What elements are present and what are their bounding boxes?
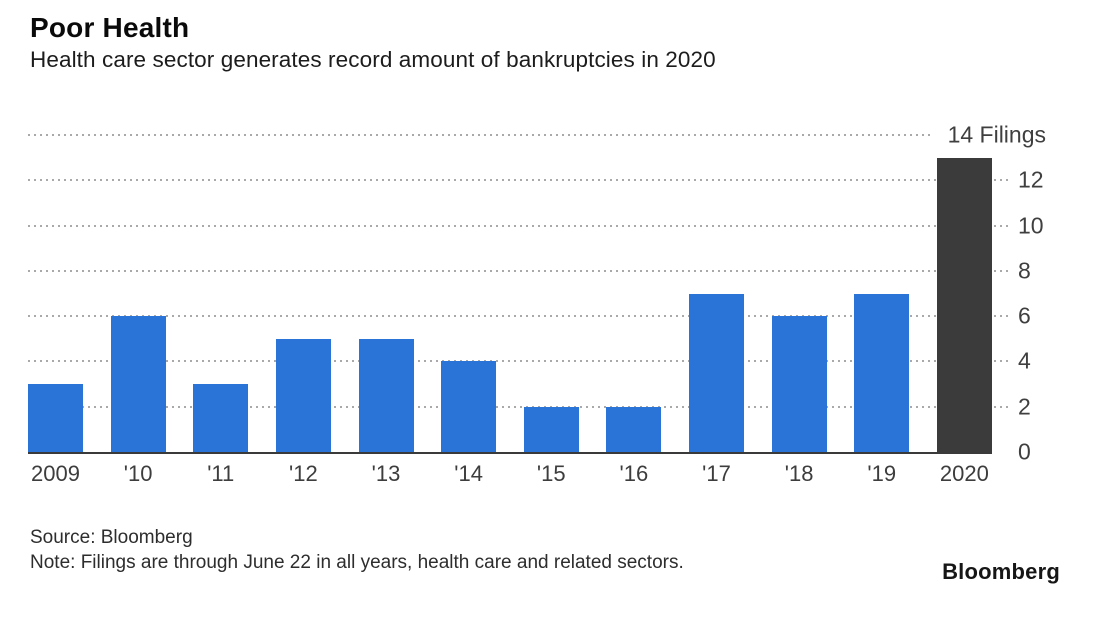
x-tick-2020: 2020: [939, 461, 989, 486]
gridline-4: [28, 360, 1008, 363]
x-tick-13: '13: [371, 461, 401, 486]
x-tick-10: '10: [123, 461, 153, 486]
x-tick-15: '15: [536, 461, 566, 486]
bloomberg-logo: Bloomberg: [942, 559, 1060, 584]
x-tick-2009: 2009: [31, 461, 80, 486]
x-tick-17: '17: [702, 461, 731, 486]
x-tick-14: '14: [454, 461, 483, 486]
gridline-8: [28, 269, 1008, 272]
bar-11: [193, 384, 249, 452]
gridline-6: [28, 315, 1008, 318]
source-text: Source: Bloomberg: [30, 527, 193, 548]
gridlines-layer: [28, 134, 1008, 452]
bar-15: [523, 406, 579, 452]
bar-2020: [936, 157, 992, 452]
x-tick-16: '16: [619, 461, 649, 486]
bar-14: [441, 361, 497, 452]
bar-19: [854, 293, 910, 452]
note-text: Note: Filings are through June 22 in all…: [30, 552, 684, 573]
gridline-2: [28, 405, 1008, 408]
x-tick-12: '12: [289, 461, 318, 486]
y-tick-10: 10: [1018, 212, 1044, 239]
bar-18: [771, 316, 827, 452]
y-axis-top-label: 14 Filings: [947, 121, 1046, 148]
x-tick-18: '18: [784, 461, 814, 486]
chart-title: Poor Health: [30, 12, 190, 43]
bar-12: [275, 338, 331, 452]
y-tick-8: 8: [1018, 257, 1031, 284]
x-axis-line: [28, 451, 992, 454]
gridline-10: [28, 224, 1008, 227]
bars-layer: [28, 135, 992, 452]
bar-10: [110, 316, 166, 452]
y-tick-4: 4: [1018, 347, 1031, 374]
chart-subtitle: Health care sector generates record amou…: [30, 47, 716, 72]
bar-17: [689, 293, 744, 452]
bar-13: [358, 338, 414, 452]
gridline-14: [28, 134, 930, 136]
y-tick-2: 2: [1018, 393, 1031, 420]
gridline-12: [28, 179, 1008, 182]
x-axis-labels: 2009 '10 '11 '12 '13 '14 '15 '16 '17 '18 '19 2020: [28, 461, 992, 487]
y-tick-12: 12: [1018, 166, 1044, 193]
bar-2009: [28, 384, 83, 452]
y-tick-0: 0: [1018, 438, 1031, 465]
x-tick-19: '19: [867, 461, 897, 486]
bar-16: [606, 406, 662, 452]
x-tick-11: '11: [207, 461, 235, 486]
y-tick-6: 6: [1018, 302, 1031, 329]
plot-area: [28, 134, 1008, 454]
y-axis-labels: 0 2 4 6 8 10 12: [1018, 135, 1078, 465]
